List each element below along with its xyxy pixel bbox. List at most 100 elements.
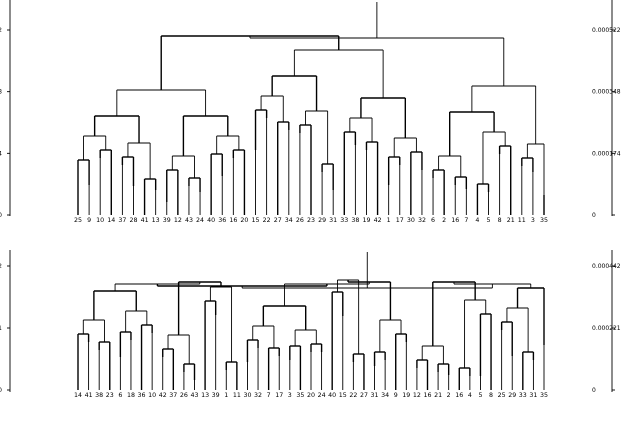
leaf-label: 16 <box>229 217 237 224</box>
leaf-label: 6 <box>118 392 122 399</box>
leaf-label: 30 <box>407 217 415 224</box>
leaf-label: 29 <box>508 392 516 399</box>
leaf-label: 40 <box>328 392 336 399</box>
leaf-label: 17 <box>396 217 404 224</box>
leaf-label: 29 <box>318 217 326 224</box>
leaf-label: 25 <box>498 392 506 399</box>
leaf-label: 18 <box>127 392 135 399</box>
leaf-label: 8 <box>498 217 502 224</box>
left-tick-label: 0 <box>0 212 2 219</box>
leaf-label: 17 <box>275 392 283 399</box>
leaf-label: 9 <box>394 392 398 399</box>
left-tick-label: 0.000221 <box>0 325 2 332</box>
top-dendrogram-panel: 0.000522 0.000522 0.000348 0.000348 0.000174… <box>0 0 621 224</box>
left-tick-label: 0.000442 <box>0 263 2 270</box>
leaf-label: 39 <box>212 392 220 399</box>
leaf-label: 12 <box>413 392 421 399</box>
leaf-label: 41 <box>141 217 149 224</box>
leaf-label: 1 <box>387 217 391 224</box>
leaf-label: 35 <box>540 217 548 224</box>
leaf-label: 12 <box>174 217 182 224</box>
right-tick-label: 0.000221 <box>592 325 621 332</box>
leaf-label: 13 <box>152 217 160 224</box>
leaf-label: 22 <box>263 217 271 224</box>
right-tick-label: 0.000522 <box>592 27 621 34</box>
leaf-label: 5 <box>487 217 491 224</box>
leaf-label: 20 <box>307 392 315 399</box>
leaf-label: 26 <box>296 217 304 224</box>
leaf-label: 16 <box>451 217 459 224</box>
leaf-label: 31 <box>371 392 379 399</box>
leaf-label: 21 <box>434 392 442 399</box>
leaf-label: 11 <box>233 392 241 399</box>
leaf-label: 21 <box>507 217 515 224</box>
leaf-label: 1 <box>224 392 228 399</box>
left-tick-label: 0.000348 <box>0 89 2 96</box>
leaf-label: 9 <box>87 217 91 224</box>
leaf-label: 11 <box>518 217 526 224</box>
leaf-label: 26 <box>180 392 188 399</box>
right-tick-label: 0 <box>592 387 596 394</box>
leaf-label: 3 <box>531 217 535 224</box>
leaf-label: 43 <box>185 217 193 224</box>
leaf-label: 4 <box>475 217 479 224</box>
leaf-label: 22 <box>349 392 357 399</box>
leaf-label: 6 <box>431 217 435 224</box>
leaf-label: 32 <box>254 392 262 399</box>
leaf-label: 27 <box>274 217 282 224</box>
leaf-label: 38 <box>95 392 103 399</box>
leaf-label: 2 <box>447 392 451 399</box>
leaf-label: 14 <box>107 217 115 224</box>
leaf-label: 35 <box>540 392 548 399</box>
leaf-label: 28 <box>129 217 137 224</box>
leaf-label: 7 <box>267 392 271 399</box>
leaf-label: 15 <box>252 217 260 224</box>
leaf-label: 35 <box>296 392 304 399</box>
leaf-label: 4 <box>468 392 472 399</box>
leaf-label: 33 <box>519 392 527 399</box>
right-tick-label: 0.000174 <box>592 150 621 157</box>
leaf-label: 7 <box>464 217 468 224</box>
leaf-label: 5 <box>478 392 482 399</box>
leaf-label: 3 <box>288 392 292 399</box>
leaf-label: 23 <box>307 217 315 224</box>
leaf-label: 24 <box>318 392 326 399</box>
leaf-label: 36 <box>218 217 226 224</box>
bottom-dendrogram-panel: 0.0004420.0004420.0002210.00022100144138… <box>0 250 621 399</box>
leaf-label: 43 <box>190 392 198 399</box>
leaf-label: 27 <box>360 392 368 399</box>
left-tick-label: 0.000174 <box>0 150 2 157</box>
leaf-label: 14 <box>74 392 82 399</box>
leaf-label: 31 <box>329 217 337 224</box>
leaf-label: 24 <box>196 217 204 224</box>
right-tick-label: 0.000348 <box>592 89 621 96</box>
leaf-label: 37 <box>169 392 177 399</box>
leaf-label: 2 <box>442 217 446 224</box>
leaf-label: 10 <box>148 392 156 399</box>
leaf-label: 41 <box>85 392 93 399</box>
leaf-label: 42 <box>159 392 167 399</box>
leaf-label: 37 <box>118 217 126 224</box>
leaf-label: 19 <box>362 217 370 224</box>
leaf-label: 25 <box>74 217 82 224</box>
leaf-label: 16 <box>423 392 431 399</box>
leaf-label: 16 <box>455 392 463 399</box>
leaf-label: 38 <box>351 217 359 224</box>
leaf-label: 13 <box>201 392 209 399</box>
left-tick-label: 0 <box>0 387 2 394</box>
leaf-label: 23 <box>106 392 114 399</box>
left-tick-label: 0.000522 <box>0 27 2 34</box>
leaf-label: 10 <box>96 217 104 224</box>
leaf-label: 36 <box>138 392 146 399</box>
leaf-label: 33 <box>340 217 348 224</box>
leaf-label: 15 <box>339 392 347 399</box>
leaf-label: 32 <box>418 217 426 224</box>
right-tick-label: 0 <box>592 212 596 219</box>
leaf-label: 40 <box>207 217 215 224</box>
leaf-label: 34 <box>381 392 389 399</box>
leaf-label: 42 <box>374 217 382 224</box>
leaf-label: 8 <box>489 392 493 399</box>
leaf-label: 20 <box>240 217 248 224</box>
